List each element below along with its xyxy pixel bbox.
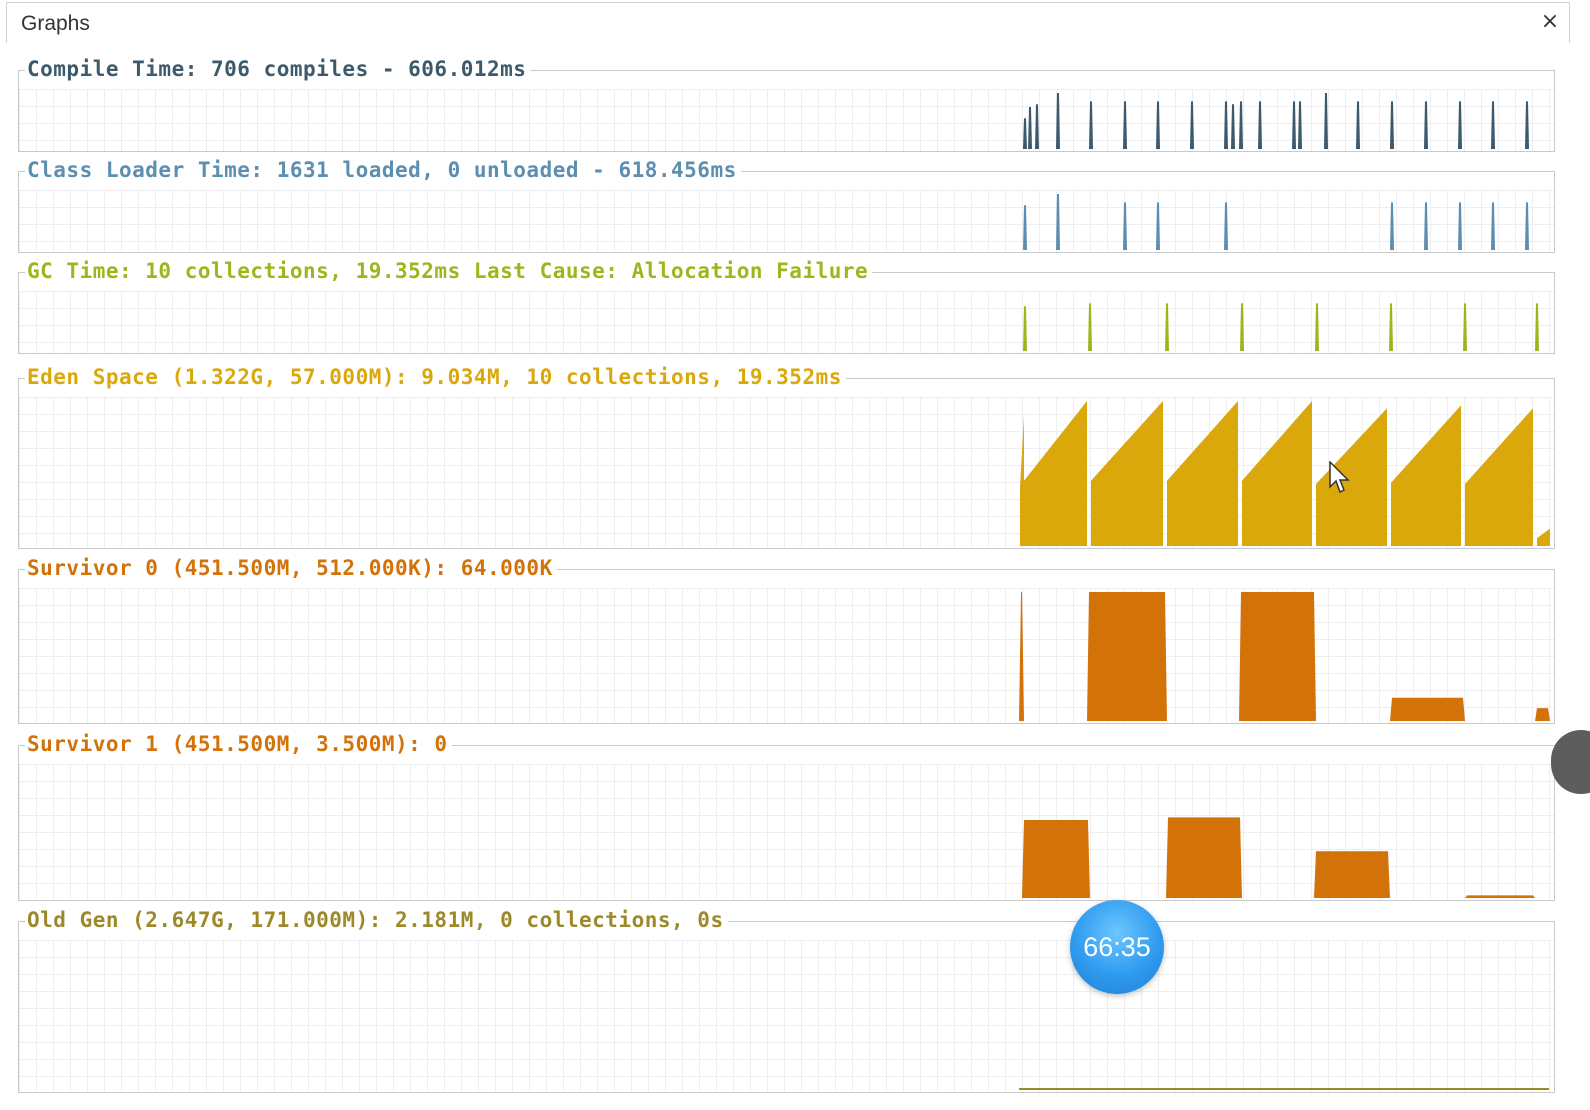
spike-mark: [1028, 107, 1032, 149]
spike-mark: [1389, 303, 1393, 351]
block-mark: [1166, 817, 1242, 898]
graph-survivor-1: Survivor 1 (451.500M, 3.500M): 0: [18, 732, 1555, 901]
spike-mark: [1088, 303, 1092, 351]
spike-mark: [1089, 101, 1093, 149]
spike-mark: [1491, 202, 1495, 250]
spike-mark: [1525, 202, 1529, 250]
graphs-tab[interactable]: Graphs ×: [6, 2, 1570, 43]
block-mark: [1390, 697, 1465, 721]
recording-timer[interactable]: 66:35: [1070, 900, 1164, 994]
spike-mark: [1156, 202, 1160, 250]
block-mark: [1239, 592, 1316, 721]
sawtooth-mark: [1024, 401, 1087, 546]
spike-mark: [1123, 101, 1127, 149]
spike-mark: [1535, 303, 1539, 351]
tab-title: Graphs: [21, 12, 90, 35]
mouse-cursor-icon: [1329, 461, 1350, 494]
graph-gc-time: GC Time: 10 collections, 19.352ms Last C…: [18, 259, 1555, 354]
block-mark: [1314, 851, 1390, 898]
graph-legend: Eden Space (1.322G, 57.000M): 9.034M, 10…: [25, 365, 846, 389]
block-mark: [1535, 708, 1550, 721]
spike-mark: [1390, 101, 1394, 149]
plot-area: [19, 190, 1554, 252]
spike-mark: [1056, 194, 1060, 250]
graph-class-loader-time: Class Loader Time: 1631 loaded, 0 unload…: [18, 158, 1555, 253]
spike-mark: [1458, 202, 1462, 250]
sawtooth-mark: [1465, 408, 1533, 546]
old-gen-plot: [1019, 1088, 1549, 1090]
spike-mark: [1458, 101, 1462, 149]
sawtooth-mark: [1167, 401, 1238, 546]
spike-mark: [1156, 101, 1160, 149]
sawtooth-mark: [1020, 415, 1024, 546]
class-loader-plot: [1023, 194, 1529, 250]
close-icon[interactable]: ×: [1540, 9, 1560, 34]
plot-area: [19, 764, 1554, 900]
graph-compile-time: Compile Time: 706 compiles - 606.012ms: [18, 57, 1555, 152]
spike-mark: [1239, 101, 1243, 149]
gc-time-plot: [1023, 303, 1539, 351]
sawtooth-mark: [1316, 408, 1387, 546]
spike-mark: [1165, 303, 1169, 351]
spike-mark: [1224, 101, 1228, 149]
spike-mark: [1056, 93, 1060, 149]
spike-mark: [1315, 303, 1319, 351]
graph-legend: GC Time: 10 collections, 19.352ms Last C…: [25, 259, 873, 283]
graph-old-gen: Old Gen (2.647G, 171.000M): 2.181M, 0 co…: [18, 908, 1555, 1093]
spike-mark: [1258, 101, 1262, 149]
sawtooth-mark: [1537, 528, 1550, 546]
spike-mark: [1324, 93, 1328, 149]
spike-mark: [1231, 104, 1235, 149]
sawtooth-mark: [1391, 405, 1461, 546]
eden-space-plot: [1020, 401, 1550, 546]
graph-legend: Survivor 1 (451.500M, 3.500M): 0: [25, 732, 452, 756]
spike-mark: [1240, 303, 1244, 351]
plot-area: [19, 291, 1554, 353]
graph-eden-space: Eden Space (1.322G, 57.000M): 9.034M, 10…: [18, 365, 1555, 549]
spike-mark: [1298, 101, 1302, 149]
plot-area: [19, 940, 1554, 1092]
graph-legend: Old Gen (2.647G, 171.000M): 2.181M, 0 co…: [25, 908, 728, 932]
plot-area: [19, 89, 1554, 151]
spike-mark: [1491, 101, 1495, 149]
block-mark: [1022, 820, 1090, 898]
spike-mark: [1424, 101, 1428, 149]
spike-mark: [1390, 202, 1394, 250]
graph-legend: Class Loader Time: 1631 loaded, 0 unload…: [25, 158, 741, 182]
spike-mark: [1023, 118, 1027, 149]
graph-legend: Compile Time: 706 compiles - 606.012ms: [25, 57, 531, 81]
graph-survivor-0: Survivor 0 (451.500M, 512.000K): 64.000K: [18, 556, 1555, 724]
spike-mark: [1035, 104, 1039, 149]
spike-mark: [1424, 202, 1428, 250]
graph-legend: Survivor 0 (451.500M, 512.000K): 64.000K: [25, 556, 557, 580]
plot-area: [19, 588, 1554, 723]
spike-mark: [1224, 202, 1228, 250]
survivor-0-plot: [1019, 592, 1550, 721]
sawtooth-mark: [1091, 401, 1163, 546]
spike-mark: [1463, 303, 1467, 351]
spike-mark: [1023, 306, 1027, 351]
compile-time-plot: [1023, 93, 1529, 149]
survivor-1-plot: [1022, 817, 1535, 898]
side-handle[interactable]: [1551, 730, 1590, 794]
spike-mark: [1356, 101, 1360, 149]
sawtooth-mark: [1242, 401, 1312, 546]
block-mark: [1465, 895, 1535, 898]
block-mark: [1019, 592, 1024, 721]
block-mark: [1087, 592, 1167, 721]
spike-mark: [1292, 101, 1296, 149]
spike-mark: [1123, 202, 1127, 250]
spike-mark: [1525, 101, 1529, 149]
spike-mark: [1190, 101, 1194, 149]
spike-mark: [1023, 205, 1027, 250]
plot-area: [19, 397, 1554, 548]
